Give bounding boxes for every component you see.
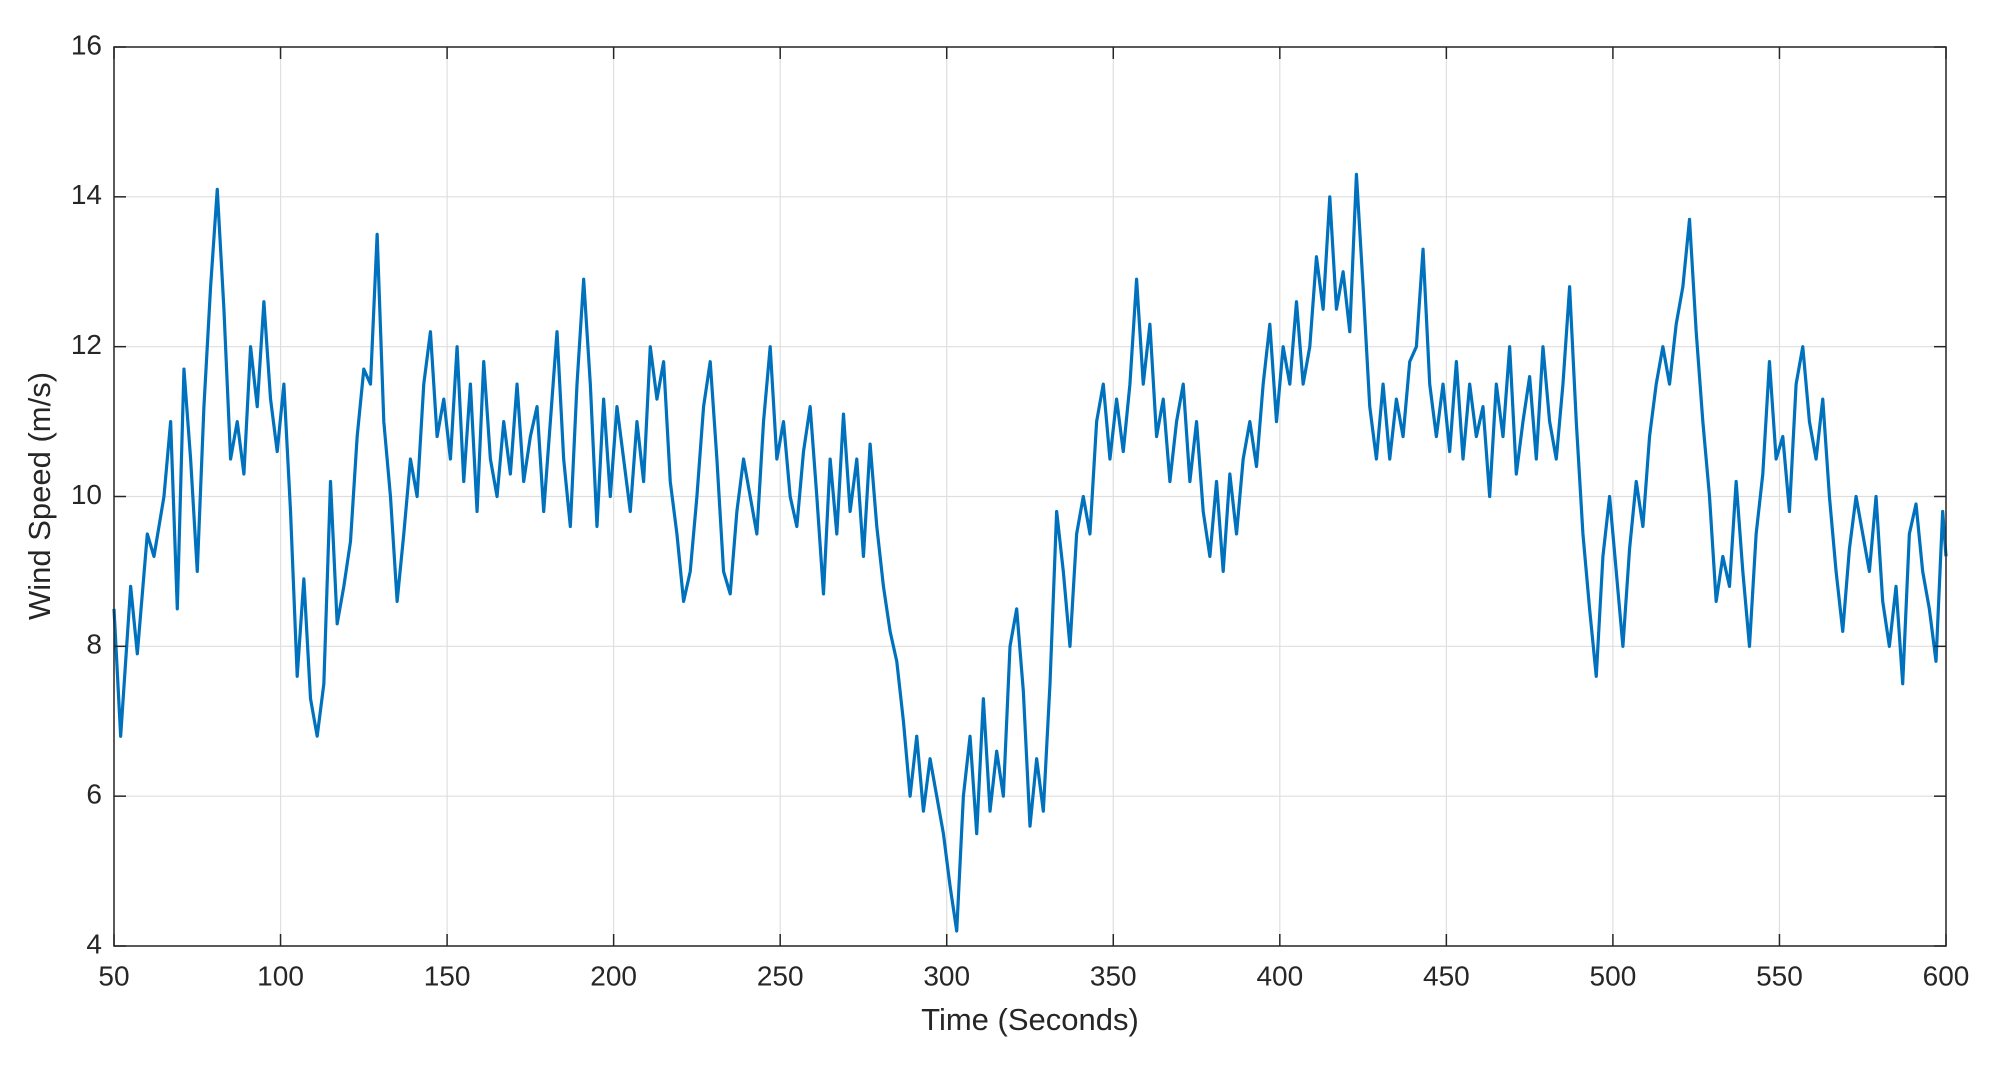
- data-line: [112, 172, 1948, 933]
- x-tick-label: 350: [1090, 960, 1137, 991]
- y-axis-label: Wind Speed (m/s): [22, 372, 57, 620]
- plot: [112, 172, 1948, 933]
- y-tick-label: 10: [71, 479, 102, 510]
- x-tick-label: 200: [590, 960, 637, 991]
- y-tick-label: 6: [86, 779, 102, 810]
- y-tick-label: 14: [71, 179, 102, 210]
- x-tick-label: 500: [1590, 960, 1637, 991]
- x-tick-label: 450: [1423, 960, 1470, 991]
- x-tick-label: 600: [1923, 960, 1970, 991]
- x-tick-label: 400: [1256, 960, 1303, 991]
- x-axis-label: Time (Seconds): [921, 1002, 1139, 1037]
- x-tick-label: 250: [757, 960, 804, 991]
- x-tick-label: 50: [98, 960, 129, 991]
- x-tick-label: 300: [923, 960, 970, 991]
- y-tick-label: 12: [71, 329, 102, 360]
- y-tick-label: 16: [71, 29, 102, 60]
- x-tick-label: 550: [1756, 960, 1803, 991]
- x-tick-label: 100: [257, 960, 304, 991]
- ticks: 50 100 150 200 250 300 350 400 450 500 550 600 4 6 8 10…: [71, 29, 1970, 991]
- y-tick-label: 8: [86, 629, 102, 660]
- x-tick-label: 150: [424, 960, 471, 991]
- y-tick-label: 4: [86, 928, 102, 959]
